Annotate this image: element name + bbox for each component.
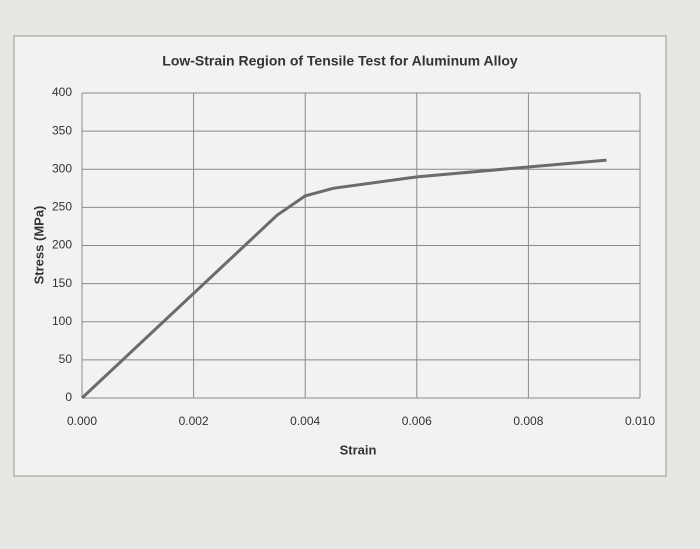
x-tick-label: 0.010: [625, 414, 655, 428]
y-tick-label: 100: [52, 314, 72, 328]
chart-frame: [13, 35, 667, 477]
y-tick-label: 200: [52, 238, 72, 252]
y-tick-label: 300: [52, 161, 72, 175]
y-axis-label: Stress (MPa): [31, 206, 46, 285]
y-tick-label: 150: [52, 276, 72, 290]
y-tick-label: 0: [65, 390, 72, 404]
x-tick-label: 0.008: [513, 414, 543, 428]
y-tick-label: 250: [52, 200, 72, 214]
x-tick-label: 0.002: [179, 414, 209, 428]
x-tick-label: 0.000: [67, 414, 97, 428]
data-line: [80, 158, 607, 400]
x-tick-label: 0.004: [290, 414, 320, 428]
y-tick-label: 400: [52, 85, 72, 99]
y-tick-label: 50: [59, 352, 73, 366]
x-tick-label: 0.006: [402, 414, 432, 428]
chart-title: Low-Strain Region of Tensile Test for Al…: [162, 53, 518, 69]
y-tick-label: 350: [52, 123, 72, 137]
x-axis-label: Strain: [340, 442, 377, 457]
